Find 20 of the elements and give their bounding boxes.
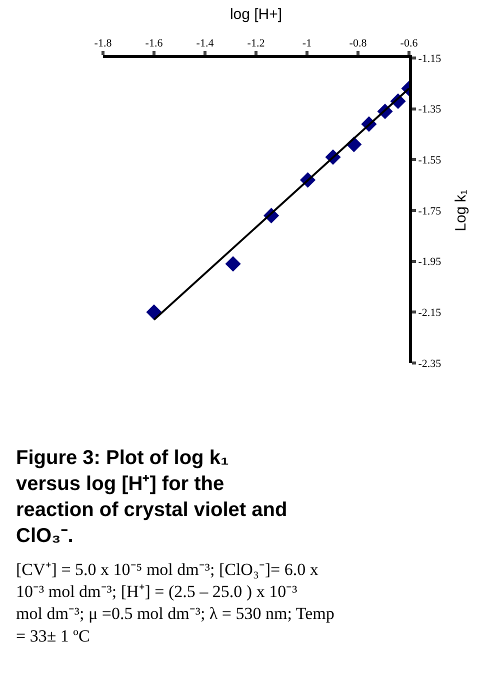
x-axis-title: log [H+]	[230, 6, 282, 23]
point	[146, 304, 162, 320]
y-tick-label: -1.15	[418, 52, 442, 65]
x-tick-label: -1.4	[196, 38, 214, 50]
y-tick-label: -2.15	[418, 307, 442, 320]
text: [CV⁺] = 5.0 x 10⁻⁵ mol dm⁻³; [ClO₃⁻]= 6.0 x 10⁻³ mol dm⁻³; [H⁺] = (2.5 – 25.0 ) x 10⁻³ mol dm⁻³; μ =0.5 mol dm⁻³; λ = 530 nm; Temp = 33± 1 ºC	[16, 560, 334, 646]
x-tick-label: -0.6	[400, 38, 418, 50]
y-tick-label: -1.55	[418, 154, 442, 167]
y-axis-title: Log k₁	[452, 190, 470, 232]
x-tick-label: -1.8	[94, 38, 112, 50]
x-tick-label: -1	[302, 38, 312, 50]
y-tick-label: -1.95	[418, 256, 442, 268]
y-tick-label: -1.35	[418, 104, 442, 116]
y-tick-label: -1.75	[418, 205, 442, 218]
x-tick-label: -0.8	[349, 38, 368, 50]
text: Figure 3: Plot of log k₁ versus log [H⁺] for the reaction of crystal violet and ClO₃⁻.	[16, 447, 288, 547]
point	[225, 256, 241, 272]
x-tick-label: -1.2	[247, 38, 265, 50]
x-tick-label: -1.6	[145, 38, 164, 50]
y-tick-label: -2.35	[418, 358, 442, 370]
